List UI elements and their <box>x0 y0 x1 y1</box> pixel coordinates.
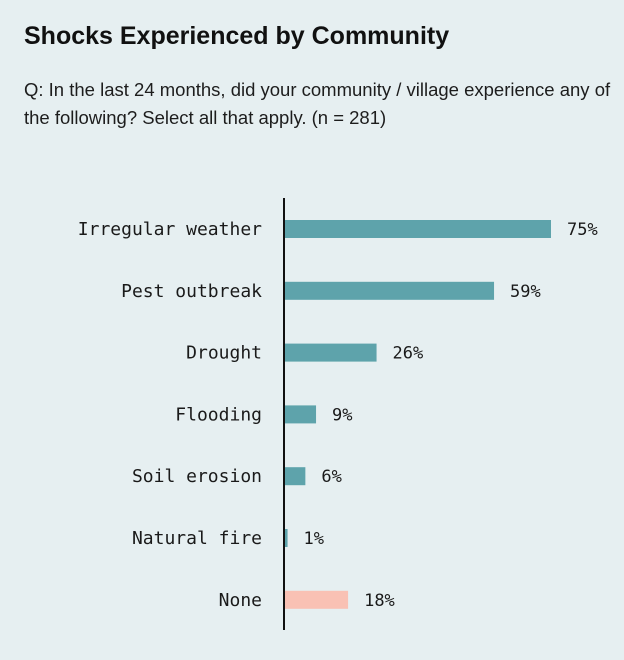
category-label-0: Irregular weather <box>78 219 262 240</box>
value-label-3: 9% <box>332 405 352 425</box>
category-label-5: Natural fire <box>132 528 262 549</box>
bar-3 <box>284 405 317 424</box>
value-label-4: 6% <box>321 467 341 487</box>
value-label-6: 18% <box>364 591 395 611</box>
bar-0 <box>284 220 551 238</box>
bar-5 <box>284 529 288 547</box>
value-label-5: 1% <box>304 529 324 549</box>
value-label-1: 59% <box>510 282 541 302</box>
category-label-1: Pest outbreak <box>121 281 262 302</box>
category-label-2: Drought <box>186 343 262 364</box>
bar-1 <box>284 281 495 300</box>
category-label-6: None <box>219 590 262 611</box>
category-label-3: Flooding <box>175 404 262 425</box>
bar-4 <box>284 467 306 486</box>
value-label-0: 75% <box>567 220 598 240</box>
chart-subtitle: Q: In the last 24 months, did your commu… <box>24 79 611 128</box>
category-label-4: Soil erosion <box>132 466 262 487</box>
chart-title: Shocks Experienced by Community <box>24 22 450 50</box>
value-label-2: 26% <box>393 344 424 364</box>
bar-2 <box>284 343 377 362</box>
bar-6 <box>284 590 349 609</box>
